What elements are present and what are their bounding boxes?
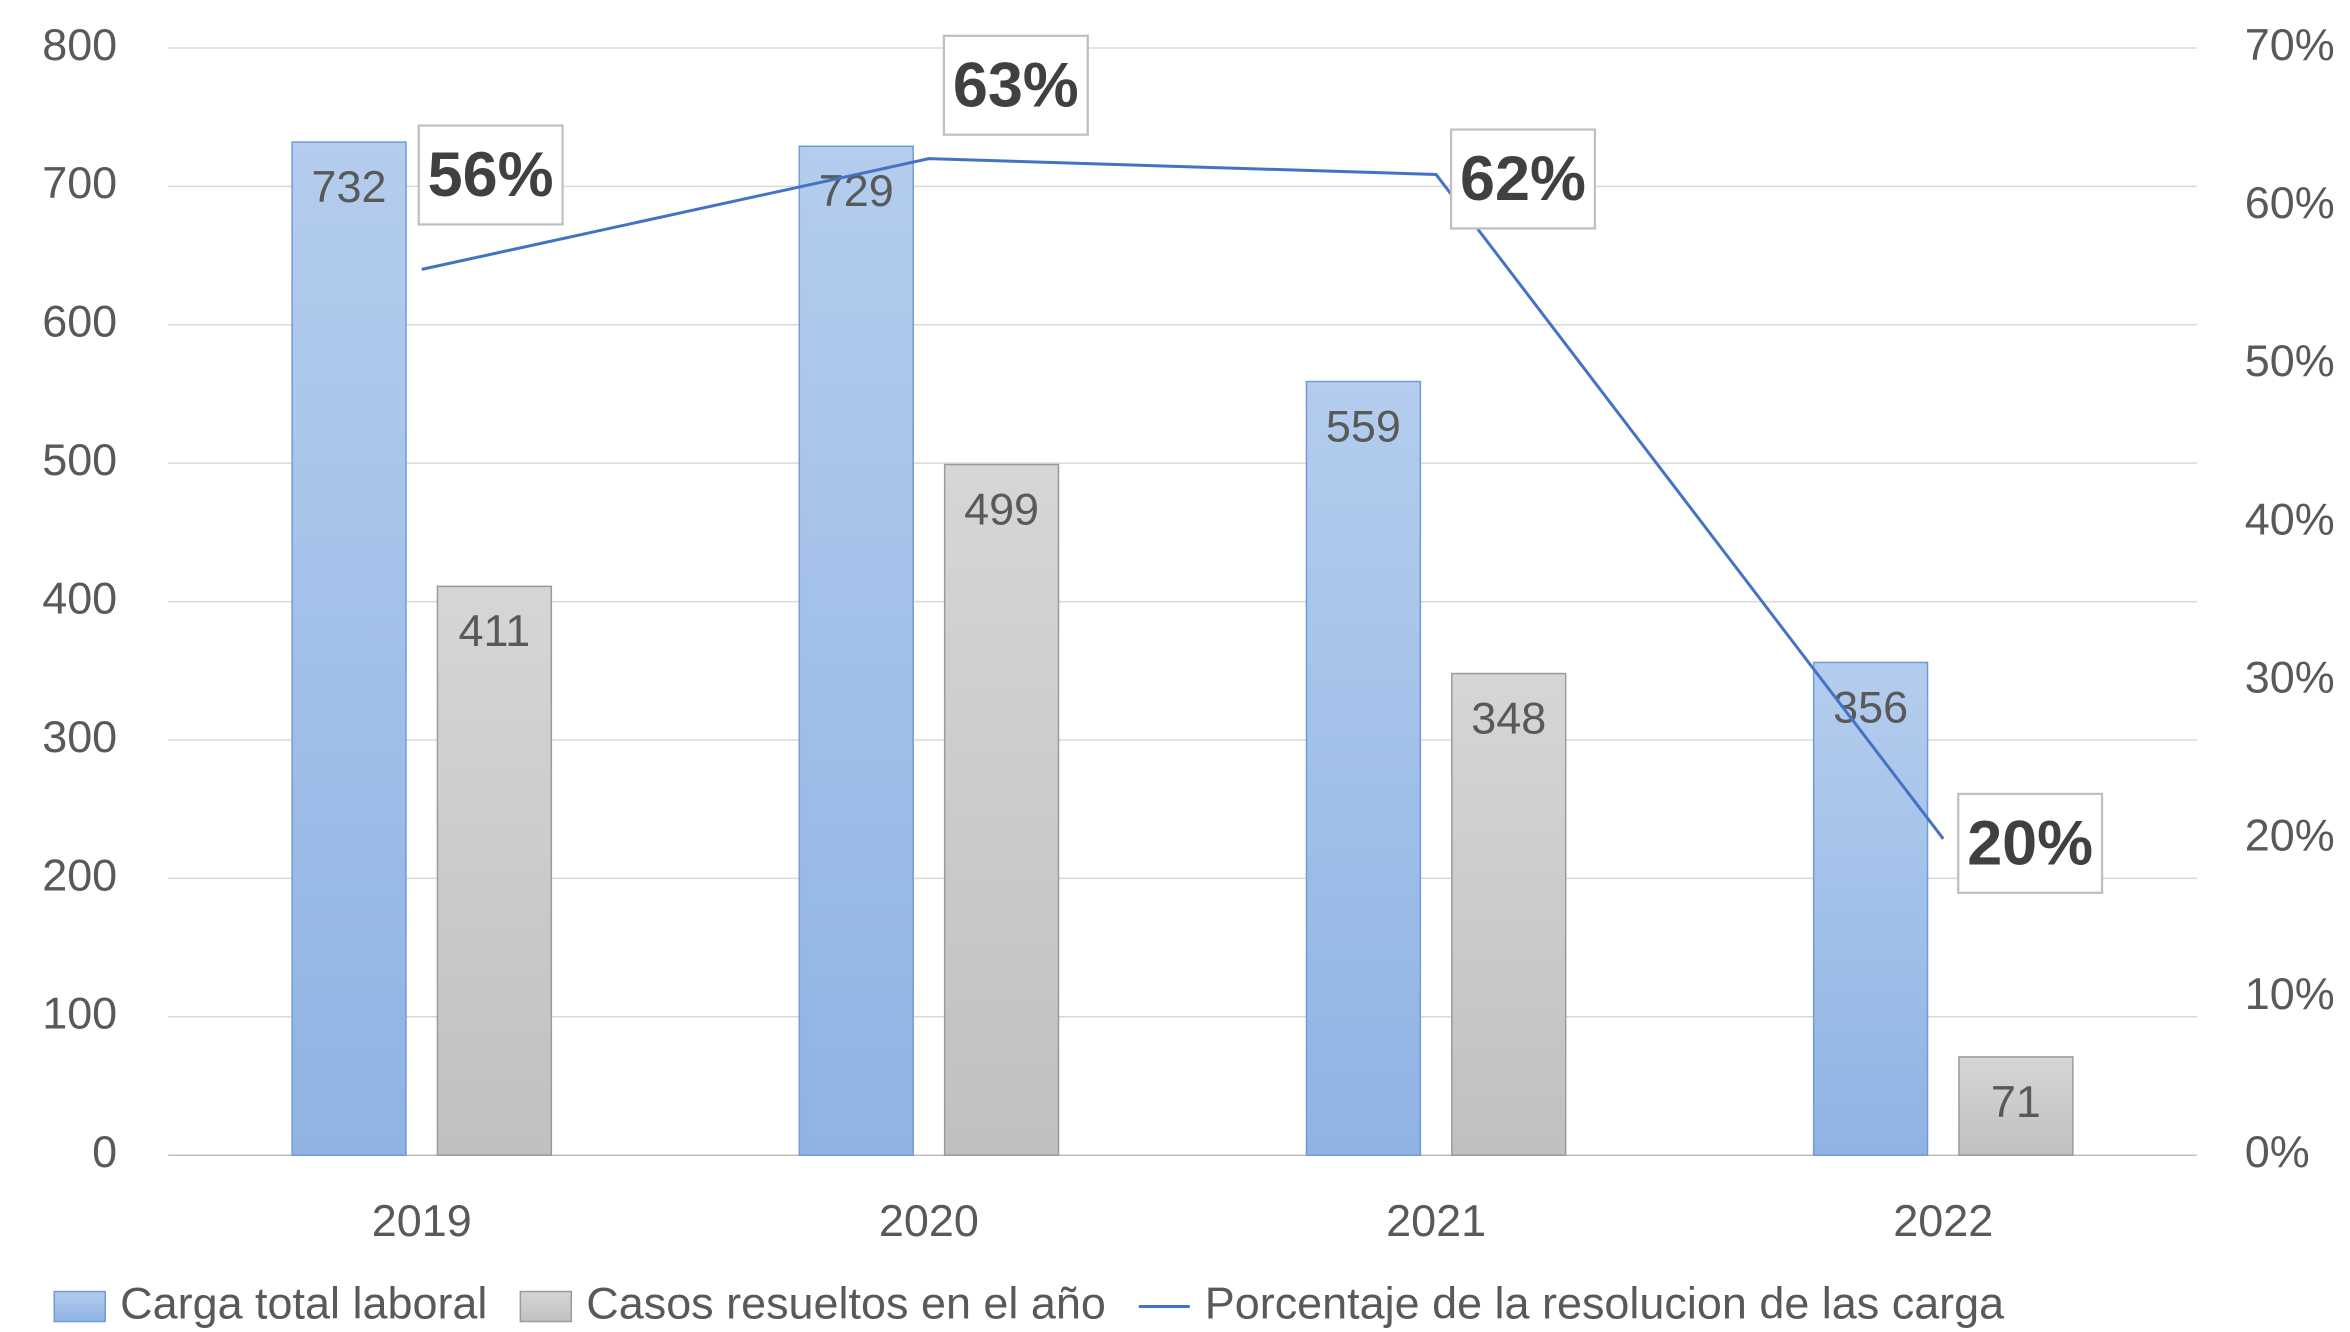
y2-tick-label: 40%	[2245, 493, 2335, 544]
y-tick-label: 400	[42, 572, 117, 623]
x-tick-label: 2021	[1386, 1195, 1486, 1246]
y-tick-label: 700	[42, 157, 117, 208]
x-tick-label: 2020	[879, 1195, 979, 1246]
legend-swatch	[53, 1290, 106, 1323]
y-tick-label: 100	[42, 988, 117, 1039]
bar	[1812, 661, 1929, 1156]
bar	[1305, 380, 1422, 1156]
data-label: 411	[459, 605, 531, 656]
y-tick-label: 0	[92, 1126, 117, 1177]
line-data-label: 20%	[1967, 808, 2093, 878]
data-label: 356	[1833, 681, 1908, 732]
label-box	[942, 34, 1089, 136]
line-data-label: 62%	[1460, 144, 1586, 214]
data-label: 729	[819, 165, 894, 216]
line-data-label: 56%	[428, 140, 554, 210]
data-label: 559	[1326, 400, 1401, 451]
label-box	[1957, 792, 2104, 894]
y2-tick-label: 0%	[2245, 1126, 2310, 1177]
y-tick-label: 200	[42, 849, 117, 900]
x-tick-label: 2019	[372, 1195, 472, 1246]
bar	[1451, 672, 1567, 1156]
label-box	[417, 124, 564, 226]
y-tick-label: 800	[42, 19, 117, 70]
y-tick-label: 500	[42, 434, 117, 485]
y2-tick-label: 20%	[2245, 810, 2335, 861]
line-data-label: 63%	[953, 50, 1079, 120]
data-label: 732	[312, 161, 387, 212]
y2-tick-label: 70%	[2245, 19, 2335, 70]
legend-label: Porcentaje de la resolucion de las carga	[1205, 1277, 2004, 1328]
legend-swatch	[519, 1290, 573, 1323]
bar	[943, 463, 1060, 1156]
x-tick-label: 2022	[1893, 1195, 1993, 1246]
y2-tick-label: 60%	[2245, 177, 2335, 228]
bar	[291, 141, 407, 1156]
data-label: 71	[1991, 1076, 2041, 1127]
y2-tick-label: 30%	[2245, 652, 2335, 703]
data-label: 499	[964, 483, 1039, 534]
bar	[798, 145, 914, 1156]
bar	[436, 585, 553, 1156]
y-tick-label: 600	[42, 296, 117, 347]
legend-label: Casos resueltos en el año	[586, 1277, 1106, 1328]
legend-label: Carga total laboral	[120, 1277, 487, 1328]
y2-tick-label: 10%	[2245, 968, 2335, 1019]
y-tick-label: 300	[42, 711, 117, 762]
line	[421, 157, 1945, 840]
label-box	[1449, 128, 1597, 230]
data-label: 348	[1471, 692, 1546, 743]
y2-tick-label: 50%	[2245, 335, 2335, 386]
bar	[1958, 1056, 2074, 1156]
